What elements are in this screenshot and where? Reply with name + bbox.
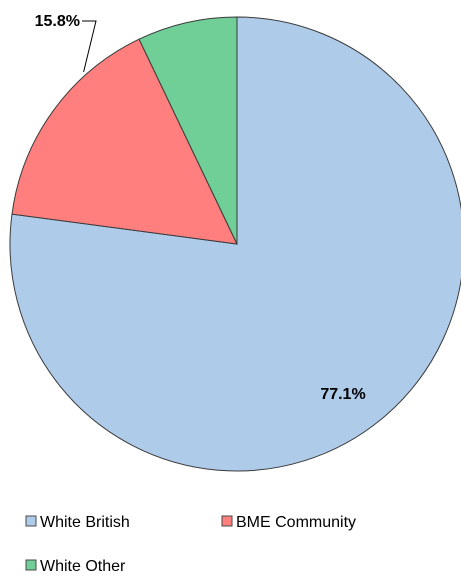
- legend: White British BME Community White Other: [25, 514, 356, 575]
- legend-label-white-british: White British: [40, 514, 130, 531]
- data-label-white-british: 77.1%: [320, 386, 365, 403]
- legend-swatch-white-other: [25, 559, 37, 571]
- legend-swatch-white-british: [25, 515, 37, 527]
- pie-slices: [9, 16, 461, 472]
- legend-label-white-other: White Other: [40, 558, 126, 575]
- leader-line-bme-community: [82, 20, 97, 73]
- pie-slice-white-other: [138, 16, 238, 245]
- legend-swatch-bme-community: [221, 515, 233, 527]
- legend-label-bme-community: BME Community: [236, 514, 356, 531]
- pie-slice-bme-community: [11, 38, 238, 245]
- data-labels: 77.1% 15.8%: [35, 13, 366, 403]
- data-label-bme-community: 15.8%: [35, 13, 80, 30]
